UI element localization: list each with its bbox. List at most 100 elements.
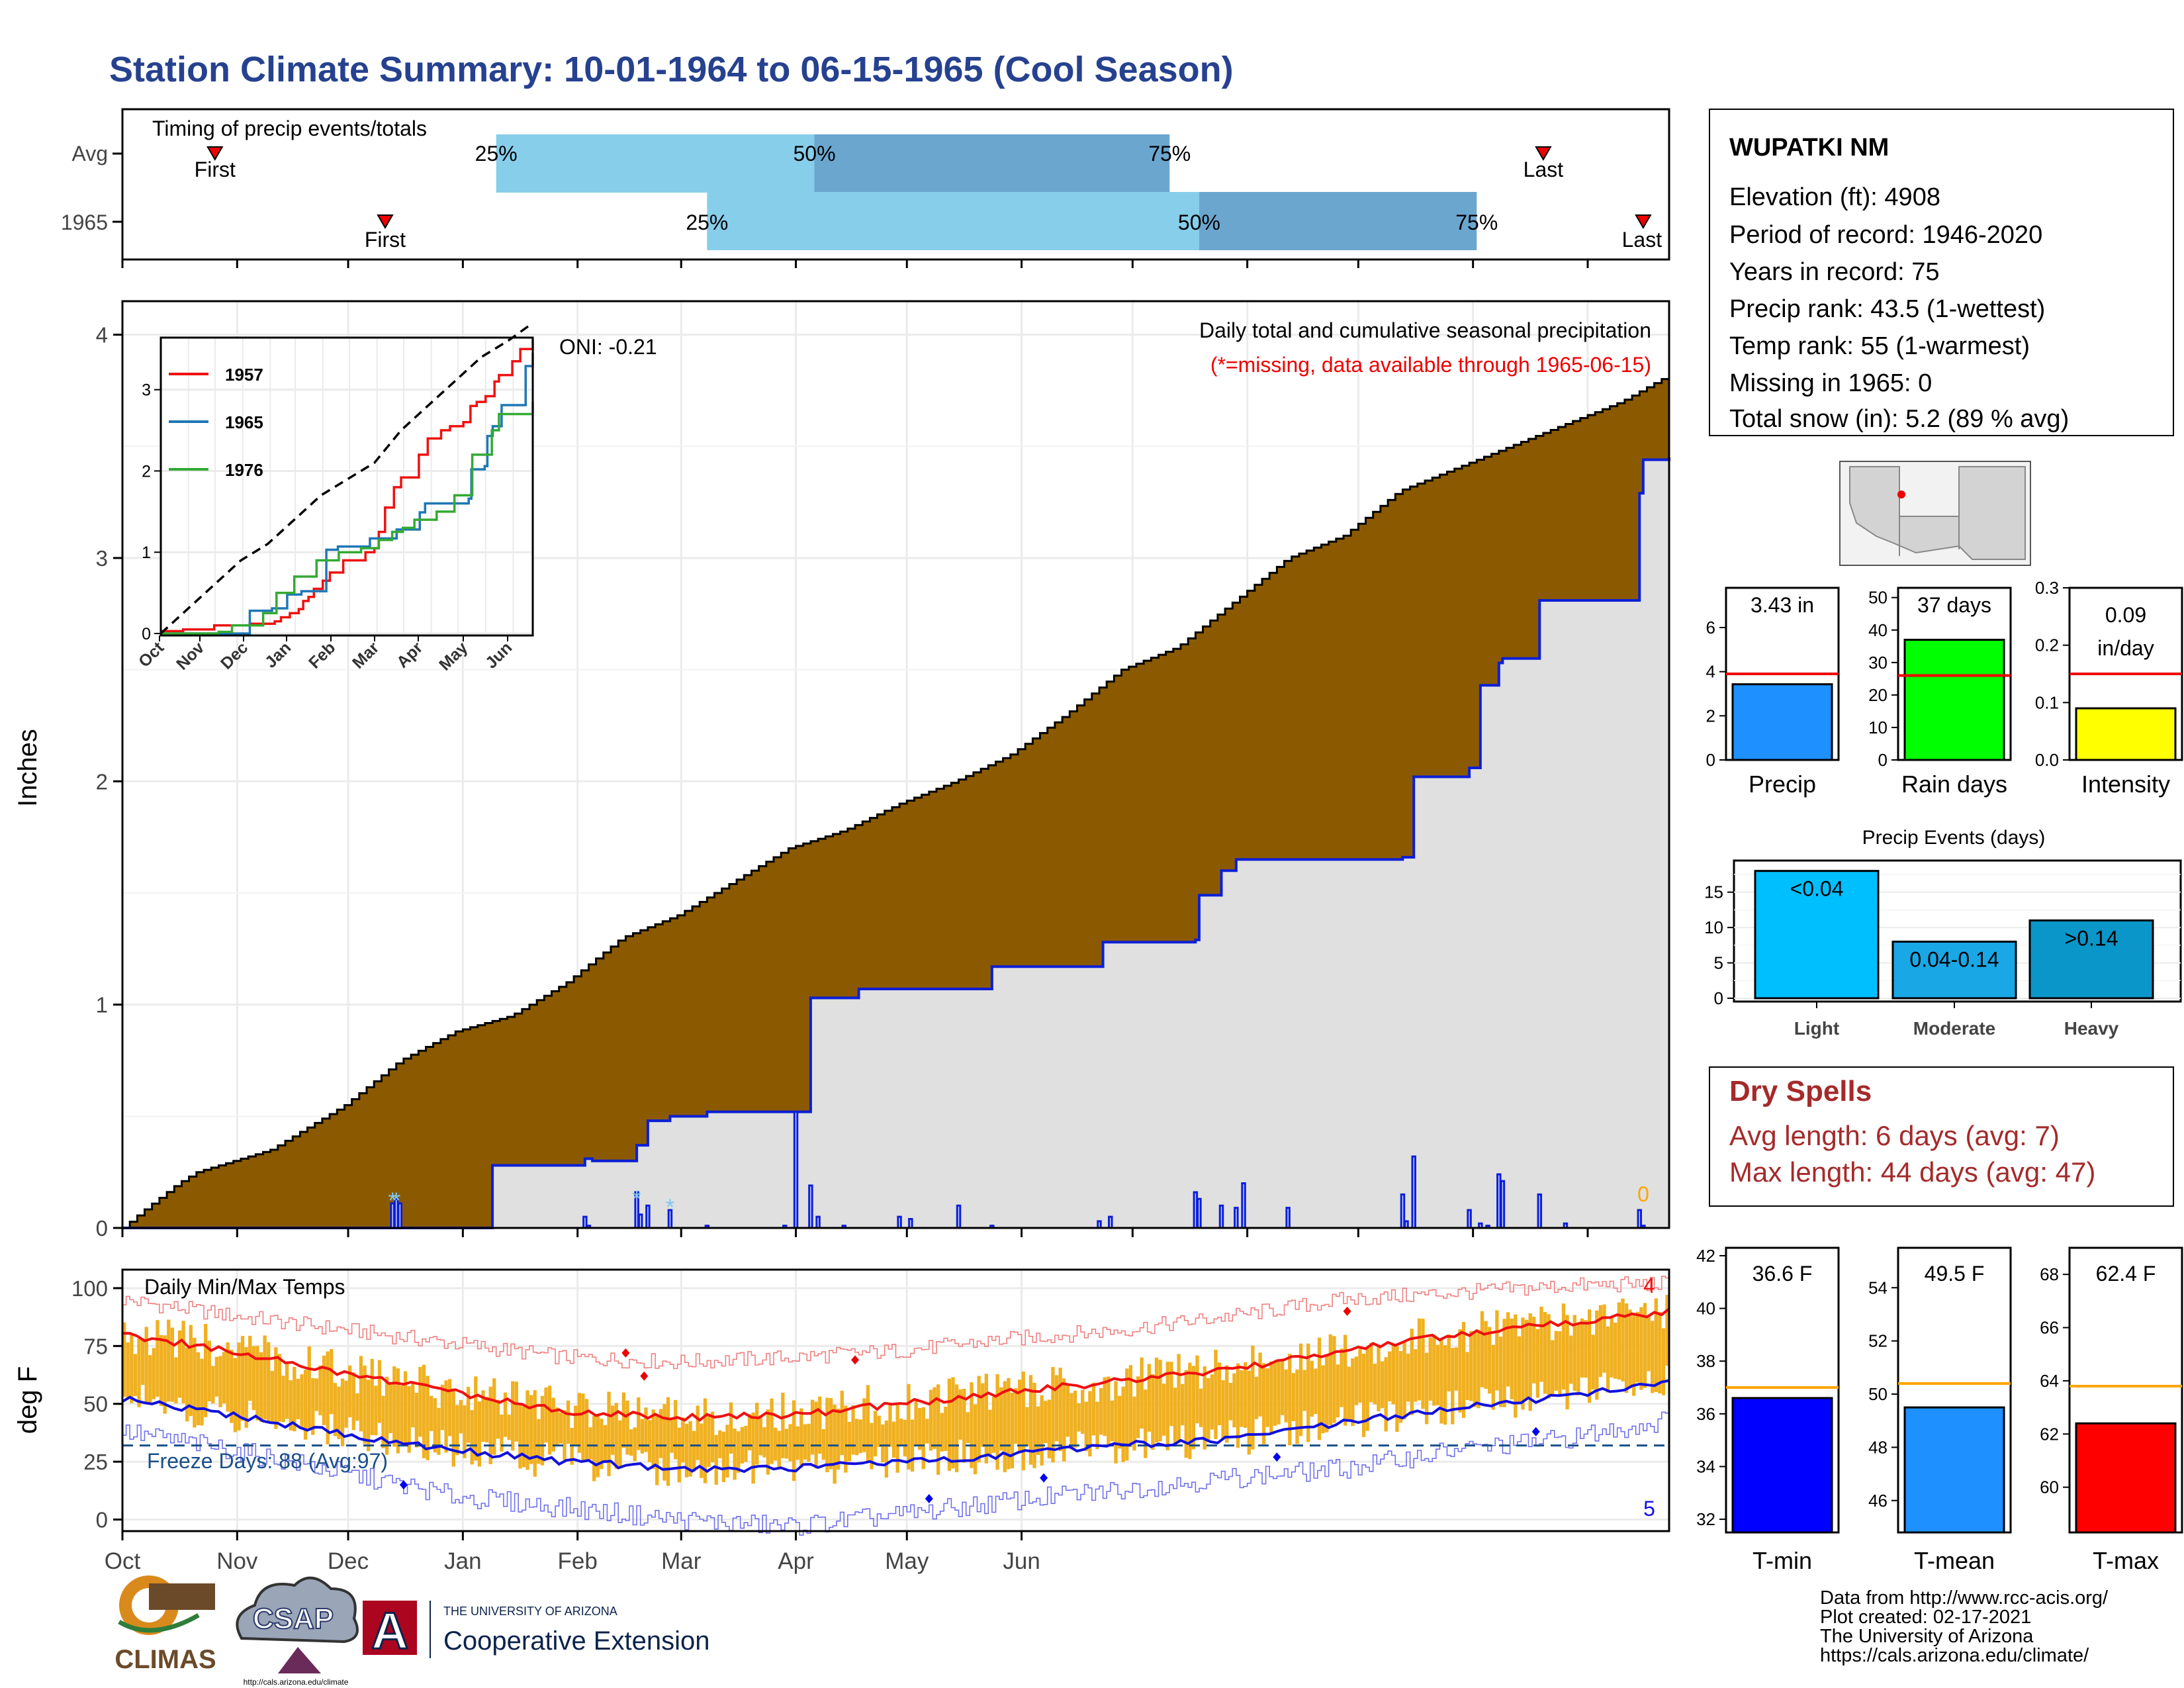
daily-precip-bar — [1411, 1155, 1416, 1229]
daily-temp-bar — [1491, 1344, 1495, 1410]
daily-temp-bar — [751, 1412, 755, 1484]
daily-temp-bar — [381, 1395, 385, 1448]
daily-temp-bar — [1051, 1367, 1055, 1463]
daily-temp-bar — [1602, 1304, 1606, 1373]
daily-temp-bar — [1365, 1346, 1369, 1431]
daily-precip-bar — [1404, 1220, 1409, 1229]
daily-temp-bar — [1295, 1369, 1299, 1444]
tmean-y-tick-label: 50 — [1868, 1384, 1888, 1404]
ua-block-a-icon — [363, 1601, 417, 1655]
daily-temp-bar — [1025, 1407, 1029, 1447]
daily-temp-bar — [400, 1385, 404, 1442]
daily-temp-bar — [544, 1387, 548, 1443]
daily-temp-bar — [1510, 1318, 1514, 1399]
daily-temp-bar — [1635, 1311, 1639, 1383]
daily-temp-bar — [788, 1424, 792, 1462]
daily-temp-bar — [1018, 1380, 1022, 1451]
daily-temp-bar — [1395, 1346, 1399, 1432]
daily-temp-bar — [1091, 1382, 1096, 1436]
daily-temp-bar — [1210, 1374, 1214, 1430]
rain-days-y-tick-label: 10 — [1868, 718, 1888, 737]
daily-temp-bar — [367, 1380, 371, 1452]
daily-temp-bar — [1647, 1316, 1651, 1372]
inset-plot-bg — [159, 336, 534, 637]
daily-temp-bar — [1062, 1378, 1066, 1462]
csap-logo: CSAP http://cals.arizona.edu/climate — [236, 1576, 359, 1687]
daily-temp-bar — [611, 1405, 615, 1455]
temp-x-tick-label: Apr — [778, 1548, 814, 1574]
daily-temp-bar — [1225, 1365, 1229, 1443]
daily-temp-bar — [766, 1409, 770, 1475]
daily-temp-bar — [525, 1390, 529, 1470]
tmax-bar — [2075, 1422, 2177, 1534]
daily-precip-bar — [1234, 1207, 1239, 1229]
daily-temp-bar — [1258, 1352, 1262, 1417]
precip-y-label: Inches — [13, 729, 42, 807]
daily-temp-bar — [293, 1366, 296, 1432]
daily-temp-bar — [929, 1389, 933, 1451]
daily-temp-bar — [1521, 1317, 1525, 1410]
daily-temp-bar — [1247, 1370, 1251, 1455]
daily-temp-bar — [126, 1342, 130, 1399]
daily-temp-bar — [666, 1397, 670, 1486]
daily-temp-bar — [600, 1419, 604, 1470]
precip-y-tick-label: 2 — [1706, 706, 1715, 726]
daily-temp-bar — [833, 1404, 837, 1484]
timing-first-marker-Avg — [206, 146, 224, 161]
event-bar-label: 0.04-0.14 — [1909, 948, 1999, 972]
temp-x-tick-label: Oct — [105, 1548, 141, 1574]
daily-temp-bar — [1358, 1348, 1362, 1403]
missing-count-label: 0 — [1637, 1182, 1649, 1206]
daily-temp-bar — [1469, 1331, 1473, 1401]
daily-temp-bar — [351, 1372, 355, 1430]
daily-temp-bar — [1095, 1401, 1099, 1450]
daily-temp-bar — [463, 1405, 467, 1458]
timing-avg-last-label: Last — [1524, 158, 1564, 181]
daily-temp-bar — [1658, 1311, 1662, 1393]
daily-temp-bar — [1340, 1348, 1343, 1407]
legend-label-1965: 1965 — [225, 412, 263, 432]
daily-temp-bar — [1502, 1319, 1506, 1407]
daily-temp-bar — [607, 1391, 611, 1476]
precip-plot-title: Daily total and cumulative seasonal prec… — [1199, 318, 1651, 342]
daily-temp-bar — [933, 1387, 936, 1449]
daily-temp-bar — [1617, 1302, 1621, 1380]
daily-temp-bar — [1380, 1361, 1385, 1409]
daily-temp-bar — [137, 1338, 141, 1407]
daily-temp-bar — [710, 1411, 715, 1463]
daily-temp-bar — [355, 1393, 359, 1421]
daily-temp-bar — [374, 1385, 378, 1436]
daily-temp-bar — [984, 1374, 988, 1464]
timing-frame — [121, 108, 1670, 261]
rain-days-chart: 0 10 20 30 40 50 37 days Rain days — [1868, 586, 2012, 798]
daily-temp-bar — [240, 1336, 245, 1421]
inset-y-tick-label: 3 — [142, 381, 151, 400]
station-missing: Missing in 1965: 0 — [1729, 369, 1932, 397]
daily-temp-bar — [596, 1414, 600, 1477]
dry-spells-frame — [1709, 1066, 2174, 1207]
temp-y-tick-label: 75 — [83, 1334, 108, 1358]
daily-temp-bar — [1044, 1401, 1048, 1444]
daily-temp-bar — [259, 1352, 263, 1423]
tmean-y-tick-label: 54 — [1868, 1278, 1888, 1297]
daily-temp-bar — [1484, 1321, 1488, 1389]
daily-temp-bar — [222, 1352, 226, 1404]
daily-temp-bar — [214, 1356, 219, 1397]
daily-temp-bar — [847, 1422, 852, 1462]
intensity-label: Intensity — [2081, 771, 2170, 798]
daily-temp-bar — [1410, 1329, 1414, 1415]
daily-temp-bar — [1654, 1298, 1658, 1392]
daily-temp-bar — [688, 1421, 692, 1477]
record-low-marker — [1531, 1427, 1540, 1436]
daily-temp-bar — [714, 1434, 718, 1485]
tmax-label: T-max — [2093, 1547, 2159, 1574]
daily-temp-bar — [181, 1321, 185, 1404]
daily-temp-bar — [396, 1368, 400, 1454]
daily-temp-bar — [674, 1399, 678, 1460]
rain-days-y-tick-label: 40 — [1868, 620, 1888, 640]
temp-plot: 0 25 50 75 100 Oct Nov Dec Jan Feb Mar Apr May Jun Da… — [13, 1268, 1670, 1574]
daily-temp-bar — [1277, 1362, 1281, 1425]
daily-temp-bar — [1240, 1370, 1244, 1427]
record-low-marker — [1040, 1473, 1048, 1483]
daily-temp-bar — [1524, 1319, 1529, 1399]
